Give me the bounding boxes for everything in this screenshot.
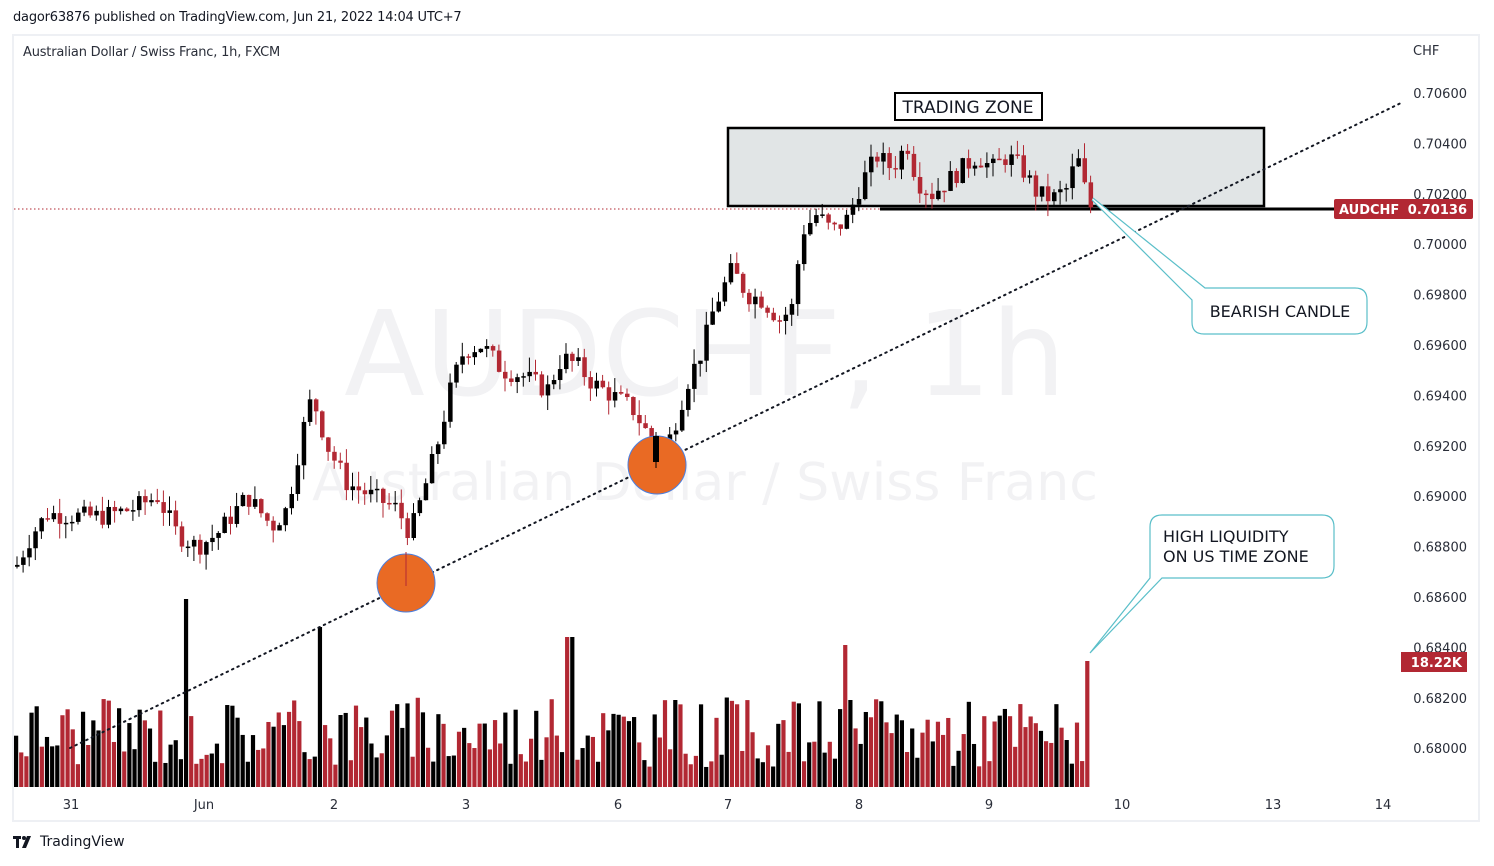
time-tick: 13 [1265,798,1282,813]
symbol-title[interactable]: Australian Dollar / Swiss Franc, 1h, FXC… [23,45,280,60]
time-tick: 31 [63,798,80,813]
price-tick: 0.69800 [1413,289,1467,304]
time-tick: 9 [985,798,993,813]
price-tick: 0.69000 [1413,490,1467,505]
time-tick: 3 [462,798,470,813]
publisher-info: dagor63876 published on TradingView.com,… [13,10,462,25]
volume-badge [1401,652,1467,672]
time-axis[interactable]: 31 Jun 2 3 6 7 8 9 10 13 14 [63,798,1392,813]
time-tick: 8 [855,798,863,813]
tradingview-logo[interactable]: TradingView [13,834,125,850]
time-tick: 7 [724,798,732,813]
time-tick: Jun [193,798,214,813]
time-tick: 2 [330,798,338,813]
price-axis[interactable]: 0.706000.704000.702000.700000.698000.696… [1413,87,1467,757]
price-tick: 0.68000 [1413,742,1467,757]
bearish-candle-callout[interactable] [1091,197,1368,335]
price-tick: 0.69400 [1413,389,1467,404]
tradingview-brand: TradingView [40,834,125,850]
trendline[interactable] [69,101,1404,749]
price-tick: 0.68800 [1413,541,1467,556]
time-tick: 14 [1375,798,1392,813]
last-price-symbol: AUDCHF [1339,203,1399,218]
price-tick: 0.70000 [1413,238,1467,253]
last-price-value: 0.70136 [1408,203,1467,218]
watermark-name: Australian Dollar / Swiss Franc [312,453,1098,513]
liquidity-callout[interactable] [1089,514,1335,654]
candlestick-series [15,140,1094,573]
price-tick: 0.68600 [1413,591,1467,606]
price-tick: 0.68200 [1413,692,1467,707]
currency-label: CHF [1413,44,1440,59]
liquidity-label-line1: HIGH LIQUIDITY [1163,527,1289,546]
volume-value: 18.22K [1411,656,1463,671]
tradingview-logo-icon [13,836,31,848]
trading-zone-label-box[interactable] [894,92,1043,121]
liquidity-label-line2: ON US TIME ZONE [1163,547,1309,566]
trading-zone-label: TRADING ZONE [901,98,1033,118]
time-tick: 10 [1114,798,1131,813]
last-price-badge [1334,199,1473,219]
trading-zone-rect[interactable] [726,126,1266,208]
price-tick: 0.69200 [1413,440,1467,455]
price-tick: 0.70400 [1413,137,1467,152]
price-tick: 0.69600 [1413,339,1467,354]
time-tick: 6 [614,798,622,813]
bearish-candle-label: BEARISH CANDLE [1210,302,1351,321]
price-tick: 0.70600 [1413,87,1467,102]
volume-series [14,599,1090,787]
